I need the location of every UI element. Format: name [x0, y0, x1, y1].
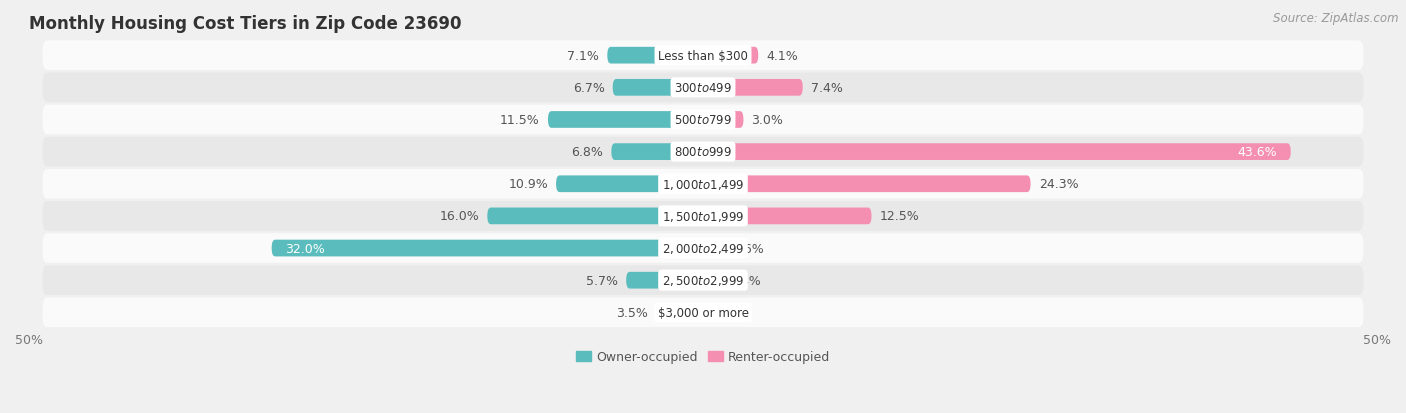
Text: 6.7%: 6.7% — [572, 82, 605, 95]
FancyBboxPatch shape — [703, 112, 744, 128]
FancyBboxPatch shape — [42, 41, 1364, 71]
FancyBboxPatch shape — [42, 266, 1364, 295]
FancyBboxPatch shape — [42, 234, 1364, 263]
Text: $1,000 to $1,499: $1,000 to $1,499 — [662, 177, 744, 191]
Text: 6.8%: 6.8% — [571, 146, 603, 159]
Text: 11.5%: 11.5% — [501, 114, 540, 127]
FancyBboxPatch shape — [703, 176, 1031, 192]
FancyBboxPatch shape — [703, 48, 758, 64]
Text: 1.6%: 1.6% — [733, 242, 765, 255]
FancyBboxPatch shape — [42, 202, 1364, 231]
FancyBboxPatch shape — [42, 170, 1364, 199]
Text: 1.4%: 1.4% — [730, 274, 762, 287]
Text: $800 to $999: $800 to $999 — [673, 146, 733, 159]
FancyBboxPatch shape — [703, 208, 872, 225]
FancyBboxPatch shape — [42, 138, 1364, 167]
Legend: Owner-occupied, Renter-occupied: Owner-occupied, Renter-occupied — [571, 346, 835, 368]
Text: 43.6%: 43.6% — [1237, 146, 1277, 159]
FancyBboxPatch shape — [655, 304, 703, 321]
FancyBboxPatch shape — [612, 144, 703, 161]
Text: Less than $300: Less than $300 — [658, 50, 748, 62]
FancyBboxPatch shape — [703, 272, 721, 289]
Text: 12.5%: 12.5% — [880, 210, 920, 223]
Text: 24.3%: 24.3% — [1039, 178, 1078, 191]
Text: 0.0%: 0.0% — [711, 306, 744, 319]
Text: 16.0%: 16.0% — [440, 210, 479, 223]
FancyBboxPatch shape — [703, 80, 803, 97]
Text: 32.0%: 32.0% — [285, 242, 325, 255]
FancyBboxPatch shape — [42, 74, 1364, 103]
Text: Source: ZipAtlas.com: Source: ZipAtlas.com — [1274, 12, 1399, 25]
FancyBboxPatch shape — [703, 144, 1291, 161]
Text: 3.5%: 3.5% — [616, 306, 648, 319]
Text: $300 to $499: $300 to $499 — [673, 82, 733, 95]
Text: $2,500 to $2,999: $2,500 to $2,999 — [662, 273, 744, 287]
Text: 10.9%: 10.9% — [508, 178, 548, 191]
Text: $2,000 to $2,499: $2,000 to $2,499 — [662, 242, 744, 255]
Text: 7.4%: 7.4% — [811, 82, 842, 95]
FancyBboxPatch shape — [703, 240, 724, 257]
Text: 4.1%: 4.1% — [766, 50, 799, 62]
FancyBboxPatch shape — [488, 208, 703, 225]
FancyBboxPatch shape — [42, 105, 1364, 135]
FancyBboxPatch shape — [626, 272, 703, 289]
FancyBboxPatch shape — [42, 298, 1364, 328]
Text: $500 to $799: $500 to $799 — [673, 114, 733, 127]
FancyBboxPatch shape — [548, 112, 703, 128]
Text: 7.1%: 7.1% — [568, 50, 599, 62]
Text: Monthly Housing Cost Tiers in Zip Code 23690: Monthly Housing Cost Tiers in Zip Code 2… — [30, 15, 461, 33]
FancyBboxPatch shape — [271, 240, 703, 257]
Text: 3.0%: 3.0% — [752, 114, 783, 127]
Text: $3,000 or more: $3,000 or more — [658, 306, 748, 319]
FancyBboxPatch shape — [613, 80, 703, 97]
Text: 5.7%: 5.7% — [586, 274, 619, 287]
FancyBboxPatch shape — [555, 176, 703, 192]
FancyBboxPatch shape — [607, 48, 703, 64]
Text: $1,500 to $1,999: $1,500 to $1,999 — [662, 209, 744, 223]
